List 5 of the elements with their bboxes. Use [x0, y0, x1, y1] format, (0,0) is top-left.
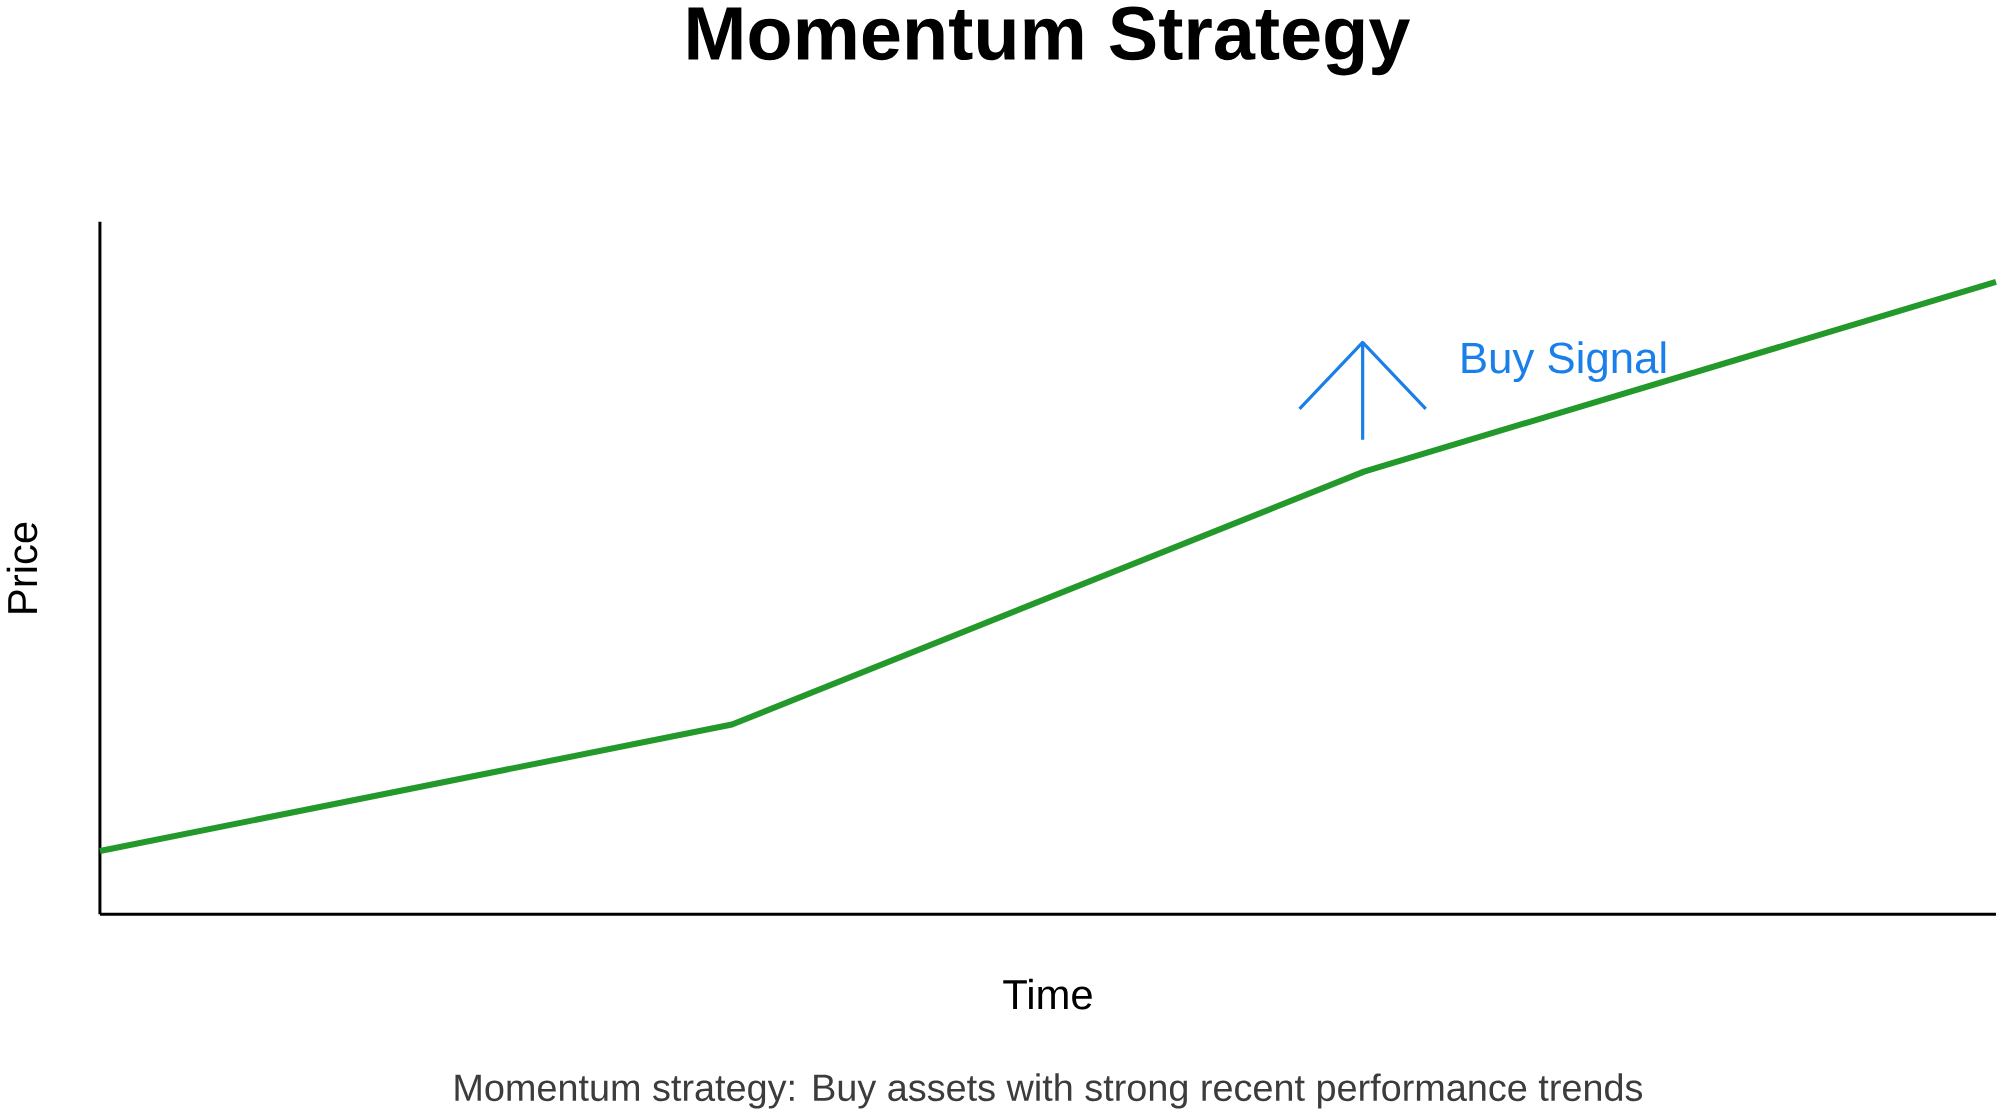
x-axis-title: Time	[1003, 978, 1092, 1010]
chart-title: Momentum Strategy	[688, 6, 1411, 76]
y-axis-title: Price	[6, 522, 38, 613]
text: Momentum strategy: Buy assets with strong recent performance trends	[455, 1073, 1643, 1109]
annotation: Buy Signal	[1462, 341, 1666, 383]
